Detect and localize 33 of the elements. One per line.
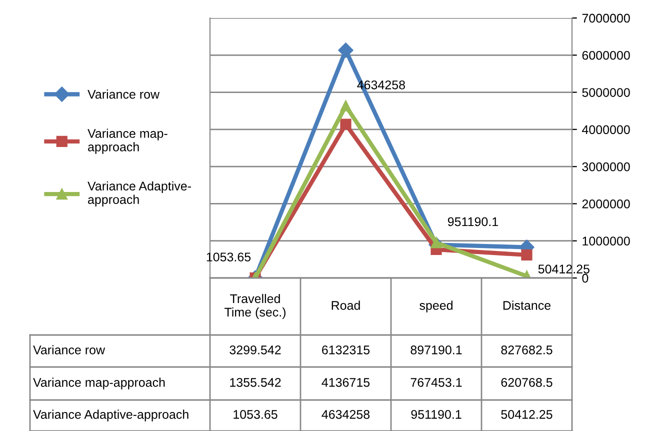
y-tick-label: 2000000 [582, 200, 630, 208]
data-label: 897190.1 [410, 346, 462, 354]
y-tick-label: 0 [582, 274, 588, 283]
legend-label: Variance row [88, 90, 160, 99]
annotation: 951190.1 [448, 217, 498, 226]
annotation: 50412.25 [538, 264, 590, 274]
y-tick-label: 4000000 [582, 125, 630, 134]
text: Variance row [33, 345, 106, 354]
x-tick-label: Travelled Time (sec.) [224, 294, 286, 320]
data-label: 4634258 [322, 410, 370, 419]
data-label: 50412.25 [501, 410, 552, 419]
data-label: 3299.542 [230, 346, 281, 354]
text: Variance map-approach [33, 378, 165, 390]
annotation: 1053.65 [206, 252, 251, 262]
legend-label: Variance Adaptive-approach [88, 181, 191, 206]
y-tick-label: 7000000 [582, 14, 630, 23]
data-label: 827682.5 [501, 346, 552, 354]
data-label: 620768.5 [501, 378, 552, 387]
y-tick-label: 6000000 [582, 50, 630, 60]
y-tick-label: 5000000 [582, 88, 630, 97]
text: Variance Adaptive-approach [33, 410, 188, 422]
x-tick-label: speed [420, 300, 452, 312]
data-label: 767453.1 [410, 378, 462, 387]
data-label: 1355.542 [230, 378, 281, 387]
y-tick-label: 3000000 [582, 162, 630, 172]
data-label: 951190.1 [411, 410, 462, 419]
x-tick-label: Distance [503, 300, 551, 310]
data-label: 6132315 [322, 346, 370, 354]
data-label: 1053.65 [234, 410, 278, 419]
x-tick-label: Road [332, 300, 360, 310]
legend-label: Variance map-approach [88, 128, 168, 154]
data-label: 4136715 [322, 378, 370, 387]
y-tick-label: 1000000 [582, 236, 630, 246]
